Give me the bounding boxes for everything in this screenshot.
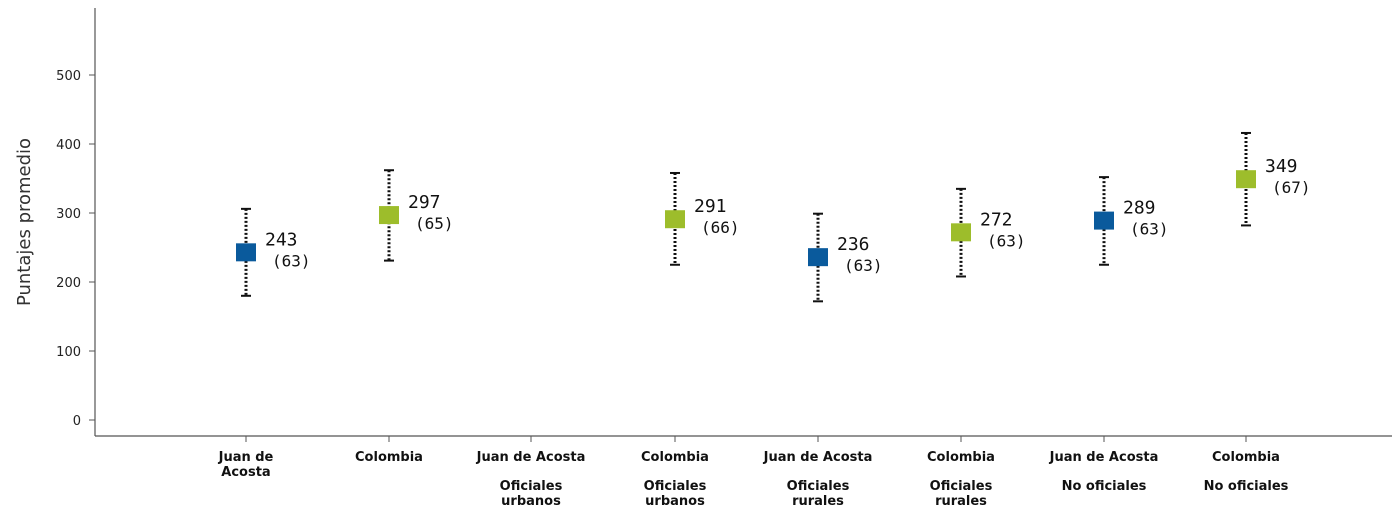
value-label: 297 [408,192,441,213]
mean-marker [951,223,971,242]
y-tick-label: 300 [56,207,81,222]
axes: Puntajes promedio [14,8,1392,437]
y-tick-label: 500 [56,69,81,84]
y-tick-label: 100 [56,345,81,360]
category-label: Colombia [927,450,995,465]
category-label: Colombia [1212,450,1280,465]
se-label: (63) [272,251,311,270]
value-label: 291 [694,196,727,217]
value-label: 272 [980,209,1013,230]
y-tick-label: 0 [73,414,81,429]
group-label: Oficiales [930,479,993,494]
category-label: Colombia [641,450,709,465]
se-label: (66) [701,218,740,237]
category-label: Acosta [221,465,270,480]
y-tick-label: 400 [56,138,81,153]
y-tick-label: 200 [56,276,81,291]
group-label: urbanos [645,494,705,508]
group-label: Oficiales [500,479,563,494]
value-label: 236 [837,234,870,255]
category-label: Juan de [218,450,274,465]
category-label: Juan de Acosta [476,450,586,465]
group-label: No oficiales [1204,479,1289,494]
se-label: (67) [1272,178,1311,197]
value-label: 349 [1265,156,1298,177]
group-label: Oficiales [787,479,850,494]
mean-marker [1094,211,1114,230]
group-label: No oficiales [1062,479,1147,494]
se-label: (63) [844,256,883,275]
se-label: (65) [415,214,454,233]
mean-marker [665,210,685,229]
value-label: 243 [265,229,298,250]
mean-marker [379,206,399,225]
group-label: urbanos [501,494,561,508]
group-label: Oficiales [644,479,707,494]
category-label: Juan de Acosta [763,450,873,465]
value-label: 289 [1123,198,1156,219]
category-label: Juan de Acosta [1049,450,1159,465]
mean-marker [808,248,828,267]
se-label: (63) [1130,220,1169,239]
y-ticks: 0 100 200 300 400 500 [56,69,95,429]
data-points: 243(63)297(65)291(66)236(63)272(63)289(6… [236,131,1311,303]
group-label: rurales [935,494,987,508]
mean-marker [1236,170,1256,189]
group-label: rurales [792,494,844,508]
se-label: (63) [987,231,1026,250]
category-label: Colombia [355,450,423,465]
y-axis-title: Puntajes promedio [14,138,35,306]
mean-marker [236,243,256,262]
